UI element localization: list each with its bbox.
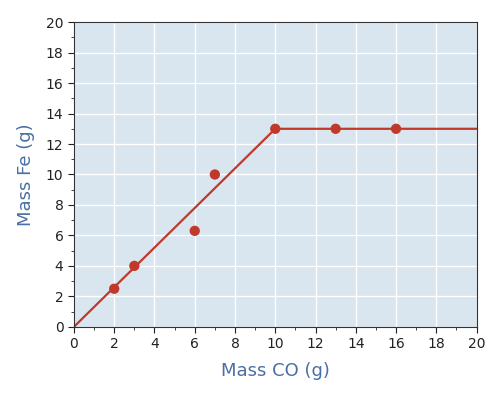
Point <box>110 285 118 292</box>
Point <box>210 172 218 178</box>
Point <box>271 125 279 132</box>
Point <box>391 125 399 132</box>
Point <box>331 125 339 132</box>
Point <box>190 227 198 234</box>
Y-axis label: Mass Fe (g): Mass Fe (g) <box>17 123 35 226</box>
Point <box>130 263 138 269</box>
X-axis label: Mass CO (g): Mass CO (g) <box>220 362 329 380</box>
